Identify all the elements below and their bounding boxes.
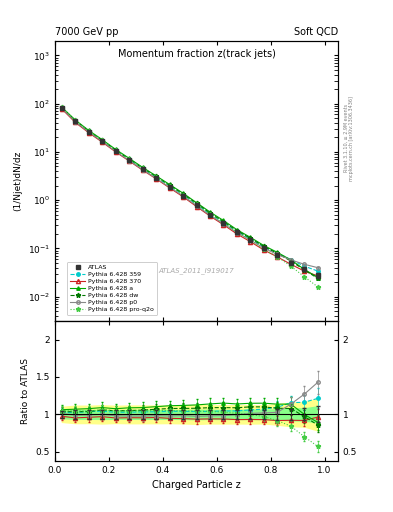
X-axis label: Charged Particle z: Charged Particle z [152,480,241,490]
Legend: ATLAS, Pythia 6.428 359, Pythia 6.428 370, Pythia 6.428 a, Pythia 6.428 dw, Pyth: ATLAS, Pythia 6.428 359, Pythia 6.428 37… [67,262,157,315]
Text: 7000 GeV pp: 7000 GeV pp [55,27,119,37]
Text: Momentum fraction z(track jets): Momentum fraction z(track jets) [118,49,275,59]
Y-axis label: (1/Njet)dN/dz: (1/Njet)dN/dz [13,151,22,211]
Text: mcplots.cern.ch [arXiv:1306.3436]: mcplots.cern.ch [arXiv:1306.3436] [349,96,354,181]
Text: ATLAS_2011_I919017: ATLAS_2011_I919017 [159,267,234,274]
Y-axis label: Ratio to ATLAS: Ratio to ATLAS [21,358,30,424]
Text: Rivet 3.1.10, ≥ 2.9M events: Rivet 3.1.10, ≥ 2.9M events [344,104,349,173]
Text: Soft QCD: Soft QCD [294,27,338,37]
